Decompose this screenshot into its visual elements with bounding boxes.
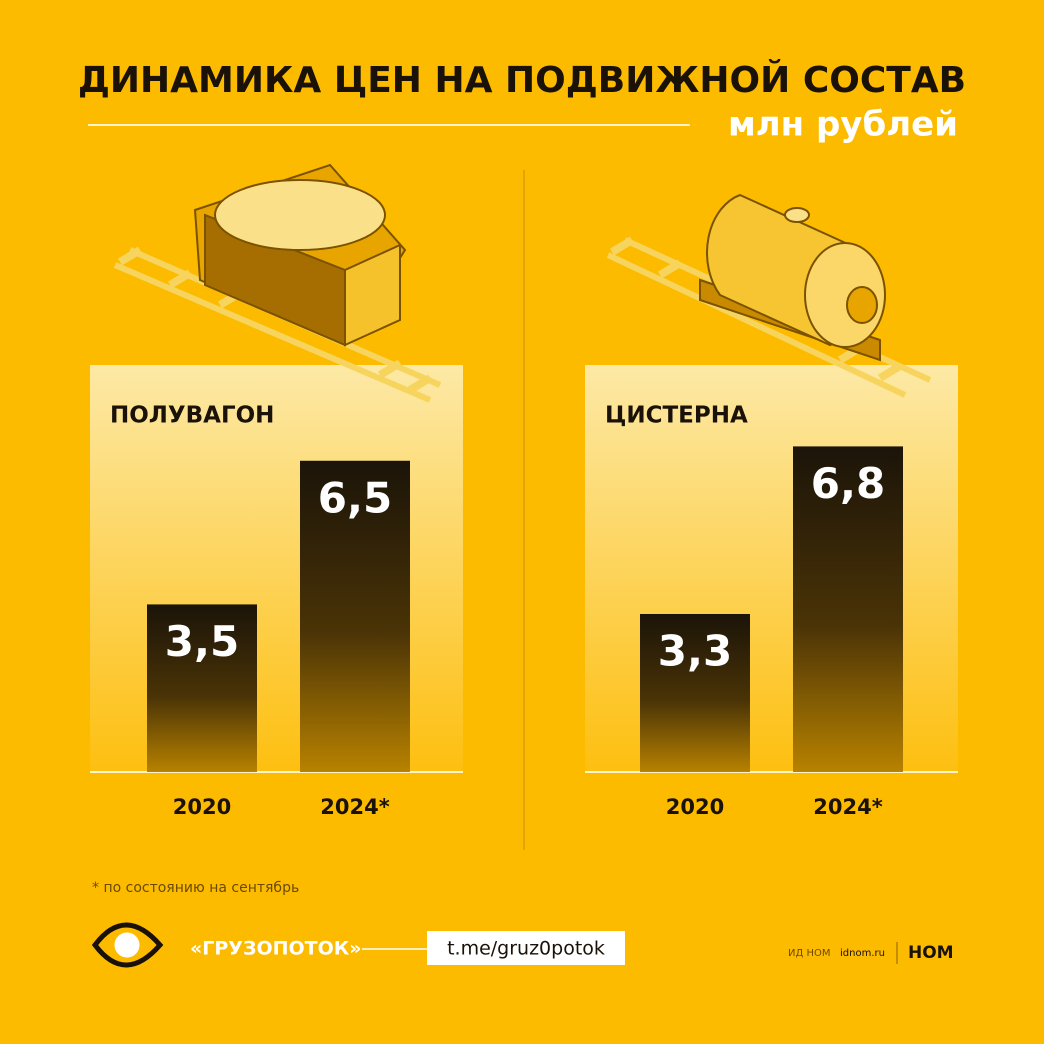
- bar: [640, 613, 750, 772]
- chart: ПОЛУВАГОН 3,5 2020 6,5 2024*: [90, 365, 463, 819]
- wagon-illustration: [113, 163, 442, 403]
- category-label: 2024*: [320, 795, 389, 819]
- value-label: 6,5: [318, 473, 392, 522]
- panel-title: ПОЛУВАГОН: [110, 403, 274, 429]
- value-label: 3,3: [658, 626, 732, 675]
- value-label: 6,8: [811, 459, 885, 508]
- link-box[interactable]: [427, 931, 625, 965]
- value-label: 3,5: [165, 617, 239, 666]
- panel-title: ЦИСТЕРНА: [605, 403, 748, 429]
- panels: ПОЛУВАГОН 3,5 2020 6,5 2024* ЦИСТЕРНА 3,3 2020 6…: [90, 365, 958, 819]
- brand-logo: [91, 922, 164, 968]
- link[interactable]: t.me/gruz0potok: [447, 938, 605, 960]
- category-label: 2020: [666, 795, 724, 819]
- publisher: ИД НОМ: [788, 948, 831, 959]
- tank-illustration: [606, 193, 932, 398]
- category-label: 2024*: [813, 795, 882, 819]
- site: idnom.ru: [840, 948, 885, 959]
- bar: [793, 446, 903, 772]
- title: ДИНАМИКА ЦЕН НА ПОДВИЖНОЙ СОСТАВ: [78, 59, 966, 101]
- brand: «ГРУЗОПОТОК»: [190, 938, 362, 960]
- footnote: * по состоянию на сентябрь: [92, 880, 299, 896]
- publisher-logo: НОМ: [908, 943, 954, 963]
- subtitle: млн рублей: [728, 105, 958, 145]
- chart: ЦИСТЕРНА 3,3 2020 6,8 2024*: [585, 365, 958, 819]
- category-label: 2020: [173, 795, 231, 819]
- bar: [147, 604, 257, 772]
- bar: [300, 460, 410, 772]
